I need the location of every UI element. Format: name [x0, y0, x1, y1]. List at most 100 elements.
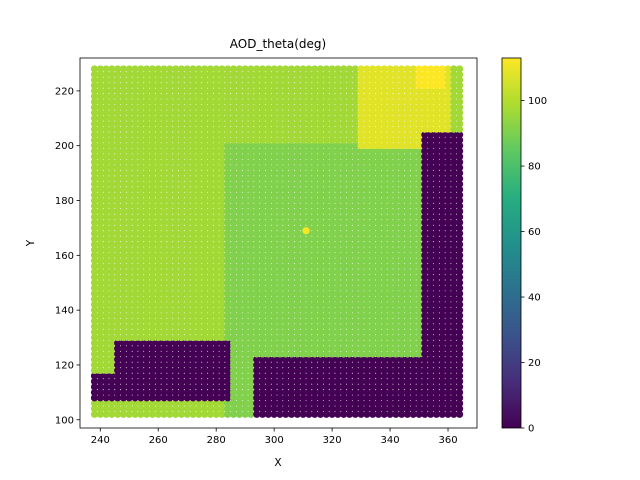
scatter-point: [206, 317, 214, 325]
scatter-point: [218, 142, 226, 150]
scatter-point: [183, 125, 191, 133]
scatter-point: [148, 229, 157, 238]
scatter-point: [224, 312, 232, 320]
scatter-point: [218, 70, 226, 79]
scatter-point: [229, 246, 238, 254]
scatter-point: [258, 388, 267, 396]
scatter-point: [131, 301, 139, 309]
scatter-point: [305, 388, 313, 396]
scatter-point: [137, 268, 145, 276]
scatter-point: [96, 164, 104, 172]
scatter-point: [241, 344, 249, 353]
scatter-point: [247, 131, 255, 139]
scatter-point: [432, 207, 441, 216]
scatter-point: [432, 306, 441, 314]
scatter-point: [444, 306, 452, 314]
scatter-point: [340, 76, 348, 84]
scatter-point: [229, 103, 238, 111]
scatter-point: [160, 185, 168, 194]
scatter-point: [270, 268, 278, 276]
scatter-point: [172, 218, 180, 227]
scatter-point: [392, 388, 400, 396]
scatter-point: [328, 295, 336, 303]
scatter-point: [183, 273, 191, 281]
scatter-point: [311, 410, 319, 418]
scatter-point: [108, 290, 116, 298]
scatter-point: [189, 350, 197, 358]
scatter-point: [386, 251, 394, 259]
scatter-point: [218, 153, 226, 161]
scatter-point: [177, 273, 186, 281]
scatter-point: [229, 251, 238, 259]
scatter-point: [201, 114, 209, 122]
scatter-point: [340, 284, 348, 292]
scatter-point: [218, 109, 226, 117]
scatter-point: [206, 142, 214, 150]
scatter-point: [119, 70, 128, 79]
scatter-point: [363, 355, 371, 364]
scatter-point: [351, 103, 359, 111]
scatter-point: [421, 301, 429, 309]
scatter-point: [253, 191, 261, 199]
scatter-point: [276, 366, 284, 375]
scatter-point: [212, 317, 220, 325]
scatter-point: [114, 235, 122, 243]
scatter-point: [456, 355, 464, 364]
scatter-point: [114, 355, 122, 364]
scatter-point: [305, 322, 313, 331]
scatter-point: [293, 92, 301, 100]
scatter-point: [212, 350, 220, 358]
scatter-point: [276, 65, 284, 73]
scatter-point: [160, 268, 168, 276]
scatter-point: [264, 377, 272, 386]
scatter-point: [328, 81, 336, 90]
scatter-point: [131, 344, 139, 353]
scatter-point: [108, 306, 116, 314]
scatter-point: [114, 174, 122, 183]
scatter-point: [229, 191, 238, 199]
scatter-point: [328, 70, 336, 79]
scatter-point: [398, 268, 406, 276]
scatter-point: [351, 251, 359, 259]
scatter-point: [270, 372, 278, 380]
scatter-point: [322, 361, 330, 369]
scatter-point: [264, 399, 272, 407]
scatter-point: [177, 262, 186, 270]
scatter-point: [438, 70, 446, 79]
scatter-point: [287, 109, 296, 117]
scatter-point: [438, 109, 446, 117]
scatter-point: [340, 295, 348, 303]
scatter-point: [114, 328, 122, 336]
x-axis-label: X: [274, 457, 281, 469]
scatter-point: [143, 240, 151, 248]
scatter-point: [125, 114, 133, 122]
scatter-point: [258, 158, 267, 166]
scatter-point: [293, 355, 301, 364]
scatter-point: [293, 322, 301, 331]
scatter-point: [148, 235, 157, 243]
scatter-point: [148, 65, 157, 73]
scatter-point: [392, 136, 400, 144]
scatter-point: [421, 394, 429, 402]
scatter-point: [415, 328, 423, 336]
scatter-point: [177, 377, 186, 386]
scatter-point: [311, 333, 319, 342]
scatter-point: [293, 306, 301, 314]
scatter-point: [287, 81, 296, 90]
scatter-point: [241, 312, 249, 320]
scatter-point: [137, 350, 145, 358]
scatter-point: [287, 350, 296, 358]
scatter-point: [96, 257, 104, 265]
scatter-point: [108, 87, 116, 95]
scatter-point: [114, 344, 122, 353]
scatter-point: [432, 76, 441, 84]
scatter-point: [125, 317, 133, 325]
scatter-point: [154, 153, 162, 161]
scatter-point: [305, 174, 313, 183]
scatter-point: [322, 372, 330, 380]
scatter-point: [351, 224, 359, 232]
scatter-point: [351, 131, 359, 139]
scatter-point: [316, 410, 325, 418]
scatter-point: [177, 191, 186, 199]
scatter-point: [415, 257, 423, 265]
